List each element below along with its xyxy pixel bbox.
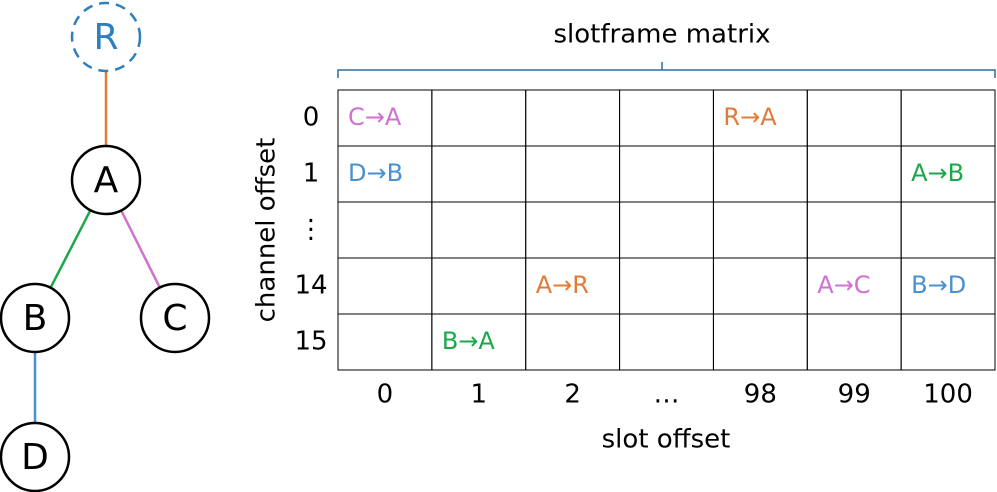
cell-label: A→R: [536, 271, 589, 299]
matrix-cell: [712, 313, 808, 371]
row-label: 0: [303, 103, 320, 133]
row-label: 15: [294, 327, 327, 357]
matrix-cell: [806, 145, 902, 203]
node-label: A: [94, 160, 119, 201]
column-label: …: [654, 380, 680, 410]
column-label: 98: [744, 380, 777, 410]
column-label: 2: [564, 380, 581, 410]
matrix-cell: [900, 313, 996, 371]
matrix-cell: [619, 257, 714, 315]
column-label: 100: [923, 380, 973, 410]
matrix-cell: [806, 201, 902, 259]
tree-node: [139, 282, 211, 354]
matrix-cell: [712, 257, 808, 315]
node-label: B: [23, 298, 48, 339]
node-label: R: [93, 17, 118, 58]
tree-node: [70, 1, 142, 73]
matrix-cell: [806, 313, 902, 371]
cell-label: C→A: [348, 103, 402, 131]
cell-label: B→D: [911, 271, 966, 299]
column-label: 99: [838, 380, 871, 410]
matrix-cell: [337, 257, 433, 315]
brace: [337, 62, 996, 78]
tree-node: [0, 421, 71, 492]
matrix-title: slotframe matrix: [554, 20, 771, 50]
matrix-cell: [900, 89, 996, 147]
tree-edge: [49, 209, 92, 289]
matrix-cell: [806, 89, 902, 147]
matrix-cell: [619, 201, 714, 259]
tree-node: [70, 144, 142, 216]
matrix-cell: [337, 201, 433, 259]
row-label: ⋮: [298, 215, 324, 245]
matrix-cell: [431, 145, 527, 203]
matrix-cell: [900, 201, 996, 259]
matrix-cell: [525, 89, 621, 147]
matrix-cell: [619, 313, 714, 371]
matrix-cell: [525, 145, 621, 203]
column-label: 1: [471, 380, 488, 410]
cell-label: D→B: [348, 159, 403, 187]
matrix-cell: [525, 313, 621, 371]
matrix-cell: [712, 145, 808, 203]
tree-node: [0, 282, 71, 354]
row-label: 14: [294, 271, 327, 301]
node-label: C: [162, 298, 187, 339]
cell-label: A→B: [911, 159, 964, 187]
matrix-cell: [525, 201, 621, 259]
x-axis-label: slot offset: [602, 425, 731, 455]
matrix-cell: [619, 145, 714, 203]
cell-label: R→A: [723, 103, 777, 131]
matrix-cell: [619, 89, 714, 147]
node-label: D: [21, 437, 49, 478]
matrix-cell: [712, 201, 808, 259]
row-label: 1: [303, 159, 320, 189]
matrix-cell: [431, 89, 527, 147]
matrix-cell: [431, 257, 527, 315]
matrix-cell: [431, 201, 527, 259]
cell-label: A→C: [817, 271, 870, 299]
tree-edge: [120, 209, 161, 289]
cell-label: B→A: [442, 327, 496, 355]
column-label: 0: [377, 380, 394, 410]
y-axis-label: channel offset: [252, 138, 282, 323]
matrix-cell: [337, 313, 433, 371]
